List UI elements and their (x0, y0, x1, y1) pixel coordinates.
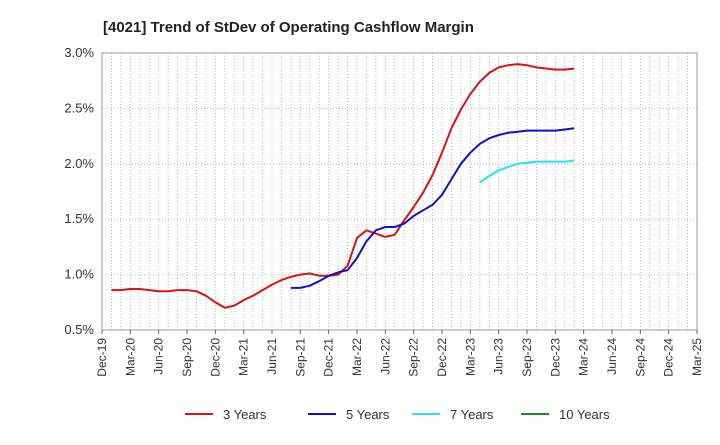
x-tick-label: Jun-23 (492, 338, 506, 375)
x-tick-label: Dec-22 (435, 338, 449, 377)
x-tick-label: Mar-22 (350, 338, 364, 376)
x-tick-label: Dec-23 (548, 338, 562, 377)
x-tick-label: Sep-20 (180, 338, 194, 377)
x-tick-label: Jun-24 (605, 338, 619, 375)
x-tick-label: Dec-19 (95, 338, 109, 377)
x-tick-label: Mar-25 (690, 338, 704, 376)
series-line-3-years (111, 63, 575, 309)
x-tick-label: Jun-21 (265, 338, 279, 375)
x-tick-label: Mar-24 (577, 338, 591, 376)
series (111, 63, 575, 309)
x-tick-label: Jun-20 (152, 338, 166, 375)
x-tick-label: Dec-20 (208, 338, 222, 377)
x-tick-label: Sep-22 (407, 338, 421, 377)
x-tick-label: Dec-21 (322, 338, 336, 377)
legend-label: 5 Years (346, 407, 390, 422)
y-tick-label: 1.5% (64, 211, 94, 226)
x-tick-label: Dec-24 (662, 338, 676, 377)
y-tick-label: 0.5% (64, 322, 94, 337)
y-tick-label: 2.5% (64, 100, 94, 115)
x-tick-label: Jun-22 (378, 338, 392, 375)
grid (102, 52, 697, 331)
y-tick-label: 3.0% (64, 45, 94, 60)
x-axis: Dec-19 Mar-20 Jun-20 Sep-20 Dec-20 Mar-21 Jun-… (95, 330, 704, 377)
x-tick-label: Sep-23 (520, 338, 534, 377)
y-tick-label: 1.0% (64, 267, 94, 282)
legend-label: 10 Years (559, 407, 610, 422)
x-tick-label: Sep-21 (293, 338, 307, 377)
x-tick-label: Mar-20 (123, 338, 137, 376)
legend-label: 7 Years (450, 407, 494, 422)
legend: 3 Years 5 Years 7 Years 10 Years (185, 407, 610, 422)
y-tick-label: 2.0% (64, 156, 94, 171)
plot-frame (101, 52, 698, 331)
series-line-5-years (290, 127, 575, 289)
y-axis: 0.5% 1.0% 1.5% 2.0% 2.5% 3.0% (64, 45, 94, 337)
chart-title: [4021] Trend of StDev of Operating Cashf… (103, 19, 474, 36)
x-tick-label: Mar-21 (237, 338, 251, 376)
x-tick-label: Sep-24 (633, 338, 647, 377)
x-tick-label: Mar-23 (463, 338, 477, 376)
legend-label: 3 Years (223, 407, 267, 422)
series-line-7-years (479, 159, 575, 184)
